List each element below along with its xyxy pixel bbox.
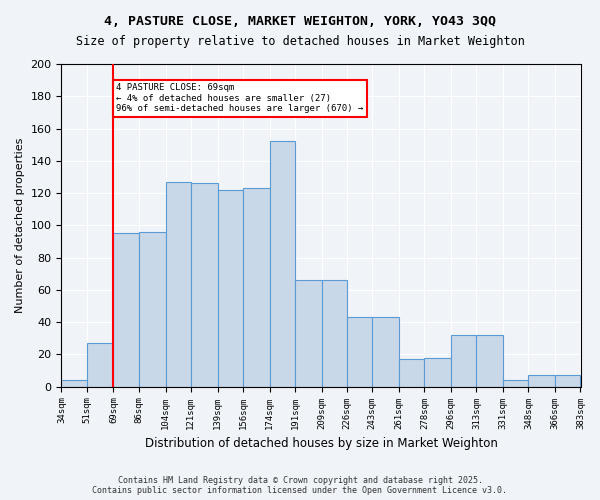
Y-axis label: Number of detached properties: Number of detached properties (15, 138, 25, 313)
Bar (555, 376, 580, 386)
Bar (347, 318, 372, 386)
Bar (269, 142, 295, 386)
Bar (166, 182, 191, 386)
X-axis label: Distribution of detached houses by size in Market Weighton: Distribution of detached houses by size … (145, 437, 497, 450)
Bar (295, 280, 322, 386)
Bar (86, 343, 113, 386)
Bar (424, 358, 451, 386)
Bar (243, 188, 269, 386)
Bar (139, 232, 166, 386)
Bar (61, 380, 86, 386)
Bar (372, 318, 399, 386)
Text: 4 PASTURE CLOSE: 69sqm
← 4% of detached houses are smaller (27)
96% of semi-deta: 4 PASTURE CLOSE: 69sqm ← 4% of detached … (116, 84, 364, 113)
Bar (113, 234, 139, 386)
Bar (529, 376, 555, 386)
Bar (451, 335, 476, 386)
Text: 4, PASTURE CLOSE, MARKET WEIGHTON, YORK, YO43 3QQ: 4, PASTURE CLOSE, MARKET WEIGHTON, YORK,… (104, 15, 496, 28)
Bar (399, 360, 424, 386)
Bar (503, 380, 529, 386)
Text: Size of property relative to detached houses in Market Weighton: Size of property relative to detached ho… (76, 35, 524, 48)
Bar (191, 184, 218, 386)
Text: Contains HM Land Registry data © Crown copyright and database right 2025.
Contai: Contains HM Land Registry data © Crown c… (92, 476, 508, 495)
Bar (476, 335, 503, 386)
Bar (218, 190, 243, 386)
Bar (322, 280, 347, 386)
